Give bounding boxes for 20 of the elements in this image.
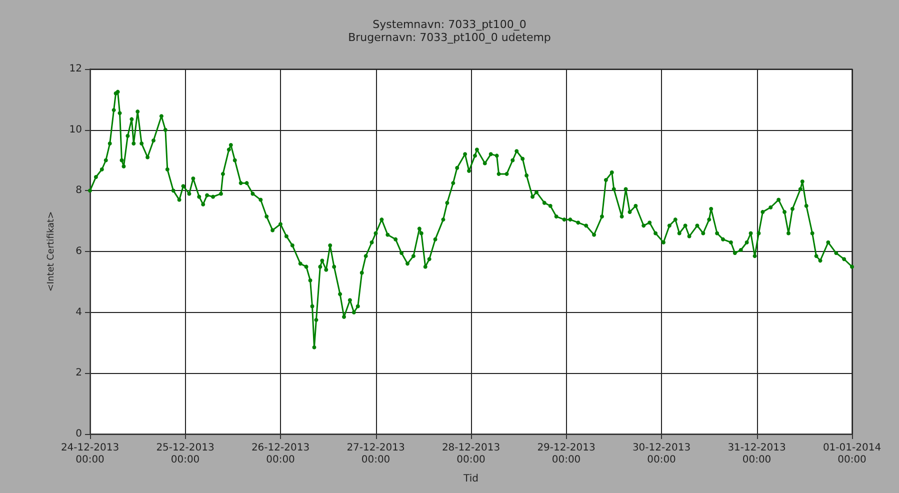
y-tick-label: 8 [76, 185, 82, 196]
y-axis-title: <Intet Certifikat> [46, 211, 56, 292]
x-tick-label: 01-01-2014 00:00 [822, 442, 882, 466]
x-tick-label: 26-12-2013 00:00 [251, 442, 310, 466]
x-tick-label: 29-12-2013 00:00 [537, 442, 596, 466]
y-tick-label: 10 [69, 124, 82, 136]
x-axis-title: Tid [462, 474, 478, 484]
y-tick-label: 6 [76, 246, 82, 257]
y-tick-label: 12 [69, 64, 82, 74]
x-tick-label: 30-12-2013 00:00 [632, 442, 691, 466]
chart-subtitle: Brugernavn: 7033_pt100_0 udetemp [348, 31, 551, 44]
chart-title: Systemnavn: 7033_pt100_0 [372, 18, 526, 31]
y-tick-label: 2 [76, 368, 82, 379]
x-tick-label: 31-12-2013 00:00 [728, 442, 786, 466]
x-tick-label: 28-12-2013 00:00 [442, 442, 500, 466]
x-tick-label: 25-12-2013 00:00 [156, 442, 214, 466]
y-tick-label: 4 [76, 306, 82, 318]
x-tick-label: 24-12-2013 00:00 [60, 442, 120, 466]
x-tick-label: 27-12-2013 00:00 [346, 442, 405, 466]
y-tick-label: 0 [76, 428, 82, 440]
